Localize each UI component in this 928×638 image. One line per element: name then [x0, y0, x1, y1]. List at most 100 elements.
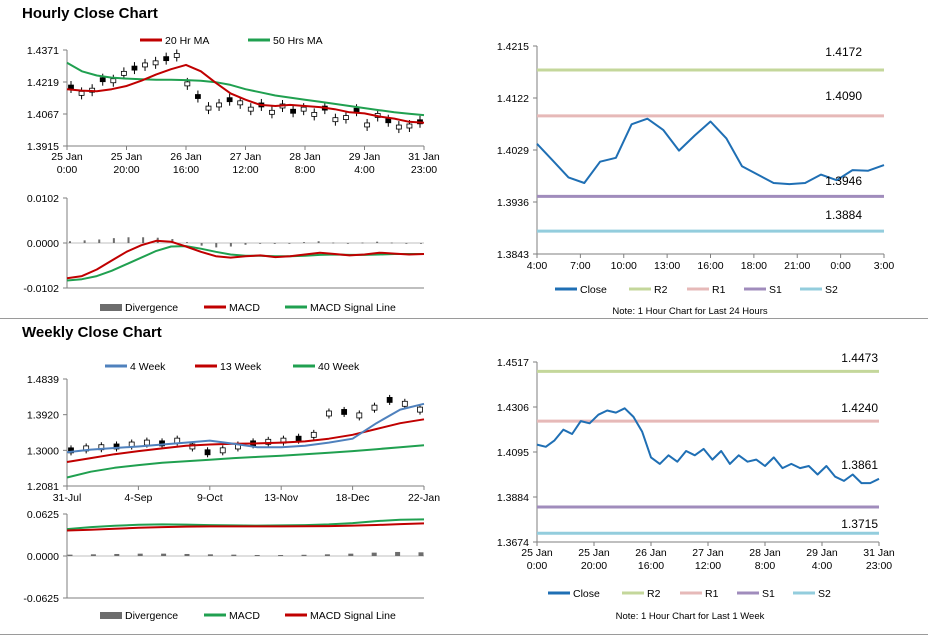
hourly-macd-divergence-bar — [171, 239, 174, 243]
hourly-levels-note: Note: 1 Hour Chart for Last 24 Hours — [612, 306, 767, 317]
weekly-price-candle — [326, 410, 332, 417]
weekly-levels-x-tick-label: 20:00 — [581, 560, 607, 572]
weekly-macd-signal-line — [66, 522, 425, 532]
weekly-macd-divergence-bar — [231, 554, 237, 556]
weekly-levels-x-tick-label: 4:00 — [812, 560, 833, 572]
hourly-macd-legend-label: MACD Signal Line — [310, 302, 396, 314]
weekly-levels-x-tick-label: 16:00 — [638, 560, 664, 572]
weekly-levels-x-tick-label: 0:00 — [527, 560, 548, 572]
hourly-price-x-tick-label: 25 Jan — [51, 151, 83, 163]
weekly-macd-legend-swatch — [100, 612, 122, 619]
weekly-levels-y-tick-label: 1.3674 — [497, 537, 529, 549]
hourly-macd-divergence-bar — [361, 242, 364, 244]
weekly-levels-level-label-r2: 1.4473 — [841, 351, 878, 365]
hourly-price-candle — [173, 53, 180, 58]
hourly-levels-x-tick-label: 0:00 — [830, 260, 851, 272]
weekly-levels-x-tick-label: 31 Jan — [863, 547, 895, 559]
bottom-divider — [0, 634, 928, 635]
hourly-levels-x-tick-label: 10:00 — [611, 260, 637, 272]
hourly-levels-legend-label: Close — [580, 284, 607, 296]
weekly-levels-x-tick-label: 29 Jan — [806, 547, 838, 559]
weekly-levels-x-tick-label: 23:00 — [866, 560, 892, 572]
hourly-macd-divergence-bar — [390, 242, 393, 244]
hourly-price-x-tick-label: 0:00 — [57, 164, 78, 176]
hourly-price-candle — [343, 115, 349, 120]
weekly-price-x-tick-label: 22-Jan — [408, 492, 440, 504]
weekly-levels-x-tick-label: 25 Jan — [521, 547, 553, 559]
weekly-price-legend-label: 4 Week — [130, 361, 166, 373]
hourly-price-candle — [142, 62, 148, 68]
hourly-levels-x-tick-label: 16:00 — [697, 260, 723, 272]
weekly-levels-x-tick-label: 12:00 — [695, 560, 721, 572]
hourly-price-candle — [311, 112, 318, 117]
weekly-price-x-tick-label: 9-Oct — [197, 492, 223, 504]
hourly-macd-divergence-bar — [303, 242, 305, 243]
hourly-macd-y-tick-label: 0.0102 — [27, 193, 59, 205]
hourly-macd-divergence-bar — [69, 241, 71, 243]
weekly-levels-note: Note: 1 Hour Chart for Last 1 Week — [616, 611, 765, 622]
hourly-macd-divergence-bar — [244, 243, 247, 245]
weekly-macd-divergence-bar — [184, 553, 190, 556]
hourly-price-candle — [247, 106, 254, 112]
hourly-price-x-tick-label: 23:00 — [411, 164, 437, 176]
weekly-levels-y-tick-label: 1.4517 — [497, 357, 529, 369]
hourly-macd-divergence-bar — [332, 242, 335, 244]
hourly-macd-divergence-bar — [288, 243, 291, 244]
hourly-price-candle — [226, 97, 233, 103]
hourly-levels-x-tick-label: 3:00 — [874, 260, 895, 272]
hourly-price-x-tick-label: 12:00 — [232, 164, 258, 176]
weekly-price-candle — [310, 431, 317, 438]
hourly-levels-x-tick-label: 18:00 — [741, 260, 767, 272]
hourly-price-legend-label: 20 Hr MA — [165, 35, 209, 47]
weekly-price-candle — [219, 447, 226, 454]
weekly-levels-close-line — [536, 407, 880, 485]
weekly-macd-divergence-bar — [395, 551, 401, 556]
weekly-levels-x-tick-label: 26 Jan — [635, 547, 667, 559]
weekly-price-candle — [356, 412, 363, 419]
hourly-macd-divergence-bar — [273, 243, 276, 244]
weekly-price-candle — [417, 406, 423, 413]
weekly-macd-divergence-bar — [418, 552, 424, 556]
weekly-price-candle — [371, 404, 378, 411]
hourly-macd-divergence-bar — [317, 241, 320, 243]
weekly-price-y-tick-label: 1.3920 — [27, 410, 59, 422]
weekly-levels-legend-label: R1 — [705, 588, 719, 600]
weekly-levels-y-tick-label: 1.4306 — [497, 402, 529, 414]
hourly-price-y-tick-label: 1.3915 — [27, 141, 59, 153]
hourly-macd-divergence-bar — [376, 241, 379, 243]
weekly-levels-legend-label: Close — [573, 588, 600, 600]
hourly-price-candle — [163, 56, 170, 62]
hourly-price-x-tick-label: 27 Jan — [230, 151, 262, 163]
hourly-macd-legend-label: MACD — [229, 302, 260, 314]
weekly-price-candle — [386, 397, 393, 403]
weekly-price-x-tick-label: 18-Dec — [336, 492, 370, 504]
hourly-macd-divergence-bar — [405, 243, 408, 244]
hourly-macd-y-tick-label: 0.0000 — [27, 238, 59, 250]
weekly-price-y-tick-label: 1.2081 — [27, 481, 59, 493]
weekly-price-x-tick-label: 31-Jul — [53, 492, 82, 504]
weekly-macd-divergence-bar — [161, 553, 167, 556]
hourly-price-candle — [237, 100, 244, 106]
hourly-price-candle — [395, 124, 402, 130]
weekly-macd-divergence-bar — [324, 554, 330, 556]
weekly-price-13wk-line — [66, 418, 425, 463]
hourly-levels-y-tick-label: 1.4029 — [497, 145, 529, 157]
hourly-price-candle — [216, 102, 222, 108]
hourly-price-x-tick-label: 8:00 — [295, 164, 316, 176]
hourly-price-x-tick-label: 28 Jan — [289, 151, 321, 163]
hourly-macd-divergence-bar — [127, 237, 130, 243]
weekly-macd-legend-label: MACD — [229, 610, 260, 622]
hourly-macd-legend-swatch — [100, 304, 122, 311]
weekly-levels-legend-label: R2 — [647, 588, 661, 600]
hourly-macd-signal-line — [66, 245, 424, 282]
hourly-macd-divergence-bar — [186, 242, 188, 243]
weekly-levels-x-tick-label: 27 Jan — [692, 547, 724, 559]
hourly-price-candle — [353, 107, 360, 113]
hourly-macd-divergence-bar — [112, 238, 115, 243]
hourly-price-candle — [300, 106, 307, 112]
weekly-price-candle — [204, 449, 211, 456]
hourly-price-x-tick-label: 25 Jan — [111, 151, 143, 163]
hourly-price-x-tick-label: 16:00 — [173, 164, 199, 176]
hourly-price-y-tick-label: 1.4219 — [27, 77, 59, 89]
hourly-levels-y-tick-label: 1.4215 — [497, 41, 529, 53]
